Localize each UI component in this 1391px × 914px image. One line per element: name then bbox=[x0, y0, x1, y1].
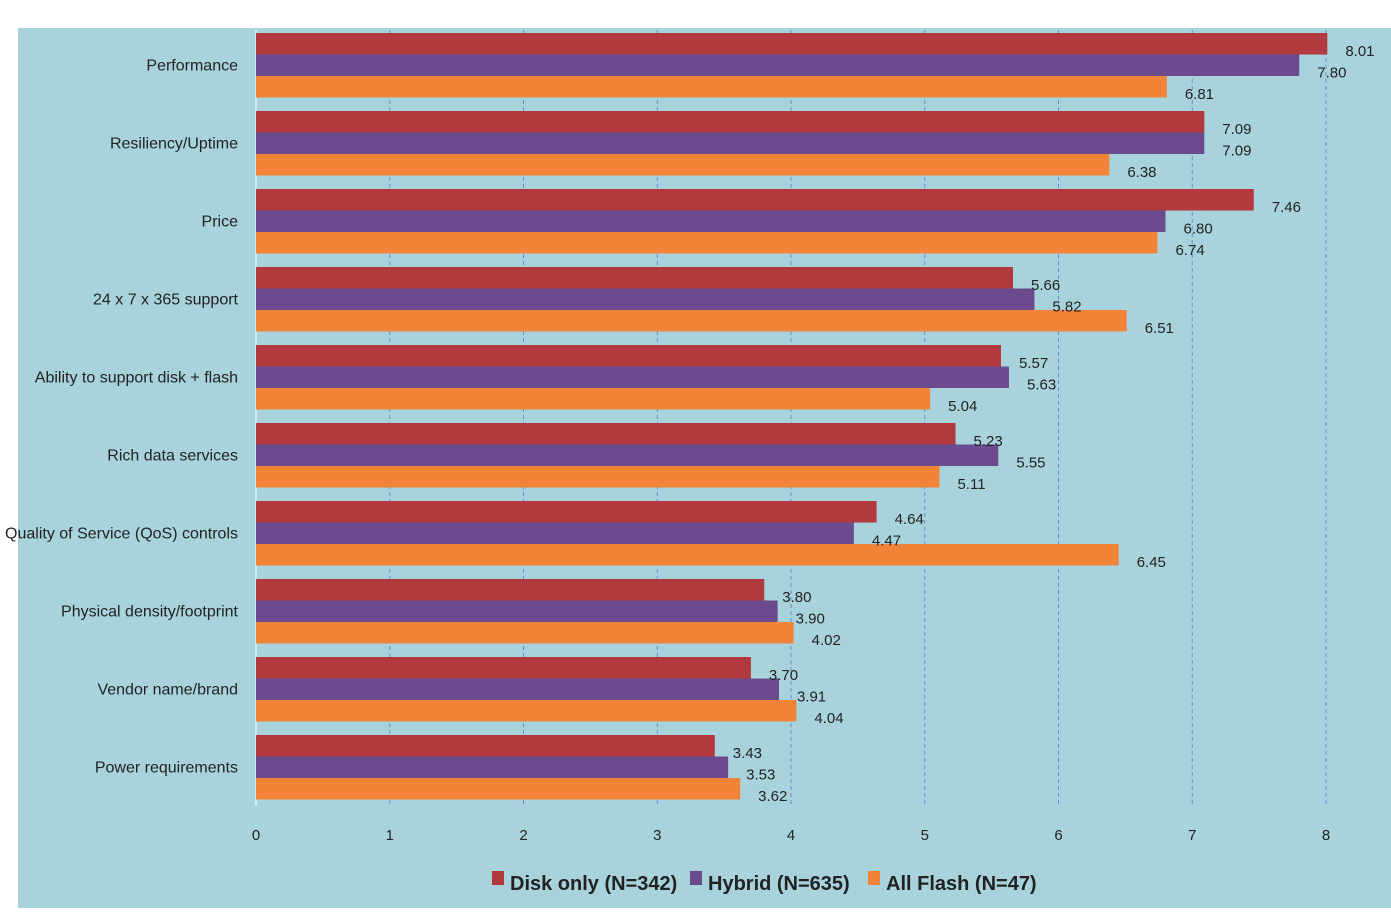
bar bbox=[256, 154, 1110, 176]
bar-value-label: 4.64 bbox=[895, 511, 924, 528]
bar bbox=[256, 466, 940, 488]
bar-value-label: 6.80 bbox=[1184, 220, 1213, 237]
bar bbox=[256, 657, 751, 679]
bar bbox=[256, 600, 778, 622]
category-labels: Performance Resiliency/Uptime Price 24 x 7 … bbox=[5, 57, 239, 776]
x-tick-label: 0 bbox=[252, 827, 260, 844]
bar bbox=[256, 501, 877, 523]
bar bbox=[256, 288, 1035, 310]
bars bbox=[256, 33, 1328, 800]
bar bbox=[256, 622, 794, 644]
x-tick-label: 5 bbox=[921, 827, 929, 844]
bar bbox=[256, 54, 1300, 76]
bar bbox=[256, 544, 1119, 566]
category-label: Ability to support disk + flash bbox=[35, 369, 238, 386]
x-tick-label: 7 bbox=[1188, 827, 1196, 844]
x-tick-label: 1 bbox=[386, 827, 394, 844]
bar-value-label: 5.66 bbox=[1031, 277, 1060, 294]
x-tick-label: 2 bbox=[519, 827, 527, 844]
legend-label: All Flash (N=47) bbox=[886, 873, 1037, 895]
bar bbox=[256, 579, 765, 601]
bar-value-label: 3.91 bbox=[797, 688, 826, 705]
bar-value-label: 6.51 bbox=[1145, 320, 1174, 337]
bar bbox=[256, 735, 715, 757]
bar bbox=[256, 444, 999, 466]
bar-value-label: 7.46 bbox=[1272, 199, 1301, 216]
bar-value-label: 7.09 bbox=[1222, 142, 1251, 159]
x-axis-ticks: 0 1 2 3 4 5 6 7 8 bbox=[252, 827, 1330, 844]
bar-value-label: 5.11 bbox=[957, 476, 985, 493]
legend: Disk only (N=342) Hybrid (N=635) All Flash… bbox=[492, 871, 1037, 895]
bar-value-label: 3.43 bbox=[733, 745, 762, 762]
category-label: Quality of Service (QoS) controls bbox=[5, 525, 238, 542]
bar-value-label: 6.74 bbox=[1175, 242, 1204, 259]
bar-value-label: 6.81 bbox=[1185, 86, 1214, 103]
bar-value-label: 8.01 bbox=[1345, 43, 1374, 60]
x-tick-label: 3 bbox=[653, 827, 661, 844]
bar bbox=[256, 189, 1254, 211]
x-tick-label: 8 bbox=[1322, 827, 1330, 844]
bar-value-label: 5.23 bbox=[974, 433, 1003, 450]
bar bbox=[256, 522, 854, 544]
bar-value-label: 4.04 bbox=[814, 710, 843, 727]
category-label: Price bbox=[202, 213, 239, 230]
category-label: Resiliency/Uptime bbox=[110, 135, 238, 152]
bar-value-label: 5.04 bbox=[948, 398, 977, 415]
bar bbox=[256, 678, 779, 700]
category-label: Physical density/footprint bbox=[61, 603, 239, 620]
legend-swatch bbox=[492, 871, 504, 885]
bar-value-label: 4.02 bbox=[812, 632, 841, 649]
bar bbox=[256, 33, 1328, 55]
bar bbox=[256, 232, 1158, 254]
bar bbox=[256, 310, 1127, 332]
bar-value-label: 3.80 bbox=[782, 589, 811, 606]
bar bbox=[256, 778, 741, 800]
bar bbox=[256, 756, 729, 778]
legend-swatch bbox=[868, 871, 880, 885]
bar-value-label: 5.57 bbox=[1019, 355, 1048, 372]
legend-label: Hybrid (N=635) bbox=[708, 873, 850, 895]
bar-value-label: 7.80 bbox=[1317, 64, 1346, 81]
x-tick-label: 4 bbox=[787, 827, 795, 844]
bar-value-label: 3.53 bbox=[746, 766, 775, 783]
category-label: Rich data services bbox=[107, 447, 238, 464]
bar bbox=[256, 345, 1001, 367]
x-tick-label: 6 bbox=[1054, 827, 1062, 844]
bar bbox=[256, 76, 1167, 98]
legend-swatch bbox=[690, 871, 702, 885]
bar bbox=[256, 366, 1010, 388]
bar-value-label: 6.45 bbox=[1137, 554, 1166, 571]
bar-value-label: 3.62 bbox=[758, 788, 787, 805]
bar bbox=[256, 132, 1205, 154]
legend-label: Disk only (N=342) bbox=[510, 873, 677, 895]
bar bbox=[256, 267, 1014, 289]
value-labels: 8.01 7.80 6.81 7.09 7.09 6.38 7.46 6.80 6.74 5.66… bbox=[733, 43, 1375, 805]
bar bbox=[256, 700, 797, 722]
category-label: Vendor name/brand bbox=[97, 681, 238, 698]
bar-value-label: 4.47 bbox=[872, 532, 901, 549]
category-label: Power requirements bbox=[95, 759, 238, 776]
bar-value-label: 3.90 bbox=[796, 610, 825, 627]
bar-value-label: 3.70 bbox=[769, 667, 798, 684]
bar-value-label: 5.55 bbox=[1016, 454, 1045, 471]
bar-value-label: 5.63 bbox=[1027, 376, 1056, 393]
category-label: 24 x 7 x 365 support bbox=[93, 291, 239, 308]
bar bbox=[256, 423, 956, 445]
bar-value-label: 7.09 bbox=[1222, 121, 1251, 138]
bar-value-label: 6.38 bbox=[1127, 164, 1156, 181]
bar bbox=[256, 388, 931, 410]
bar bbox=[256, 111, 1205, 133]
bar-value-label: 5.82 bbox=[1052, 298, 1081, 315]
category-label: Performance bbox=[146, 57, 238, 74]
bar bbox=[256, 210, 1166, 232]
